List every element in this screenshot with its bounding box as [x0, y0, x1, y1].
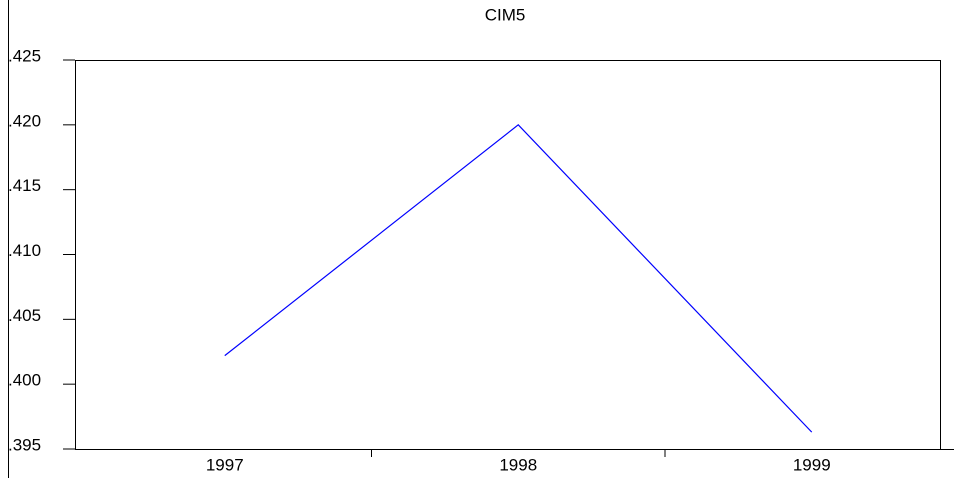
y-tick-label: .400	[8, 371, 41, 390]
x-tick-label: 1999	[793, 455, 831, 474]
plot-frame	[75, 60, 941, 450]
y-tick-label: .425	[8, 46, 41, 65]
x-tick-label: 1998	[499, 455, 537, 474]
y-tick-label: .410	[8, 241, 41, 260]
y-tick-label: .420	[8, 111, 41, 130]
chart-title: CIM5	[485, 5, 526, 24]
y-tick-label: .395	[8, 435, 41, 454]
y-tick-label: .415	[8, 176, 41, 195]
line	[224, 124, 813, 433]
y-tick-label: .405	[8, 306, 41, 325]
x-tick-label: 1997	[206, 455, 244, 474]
